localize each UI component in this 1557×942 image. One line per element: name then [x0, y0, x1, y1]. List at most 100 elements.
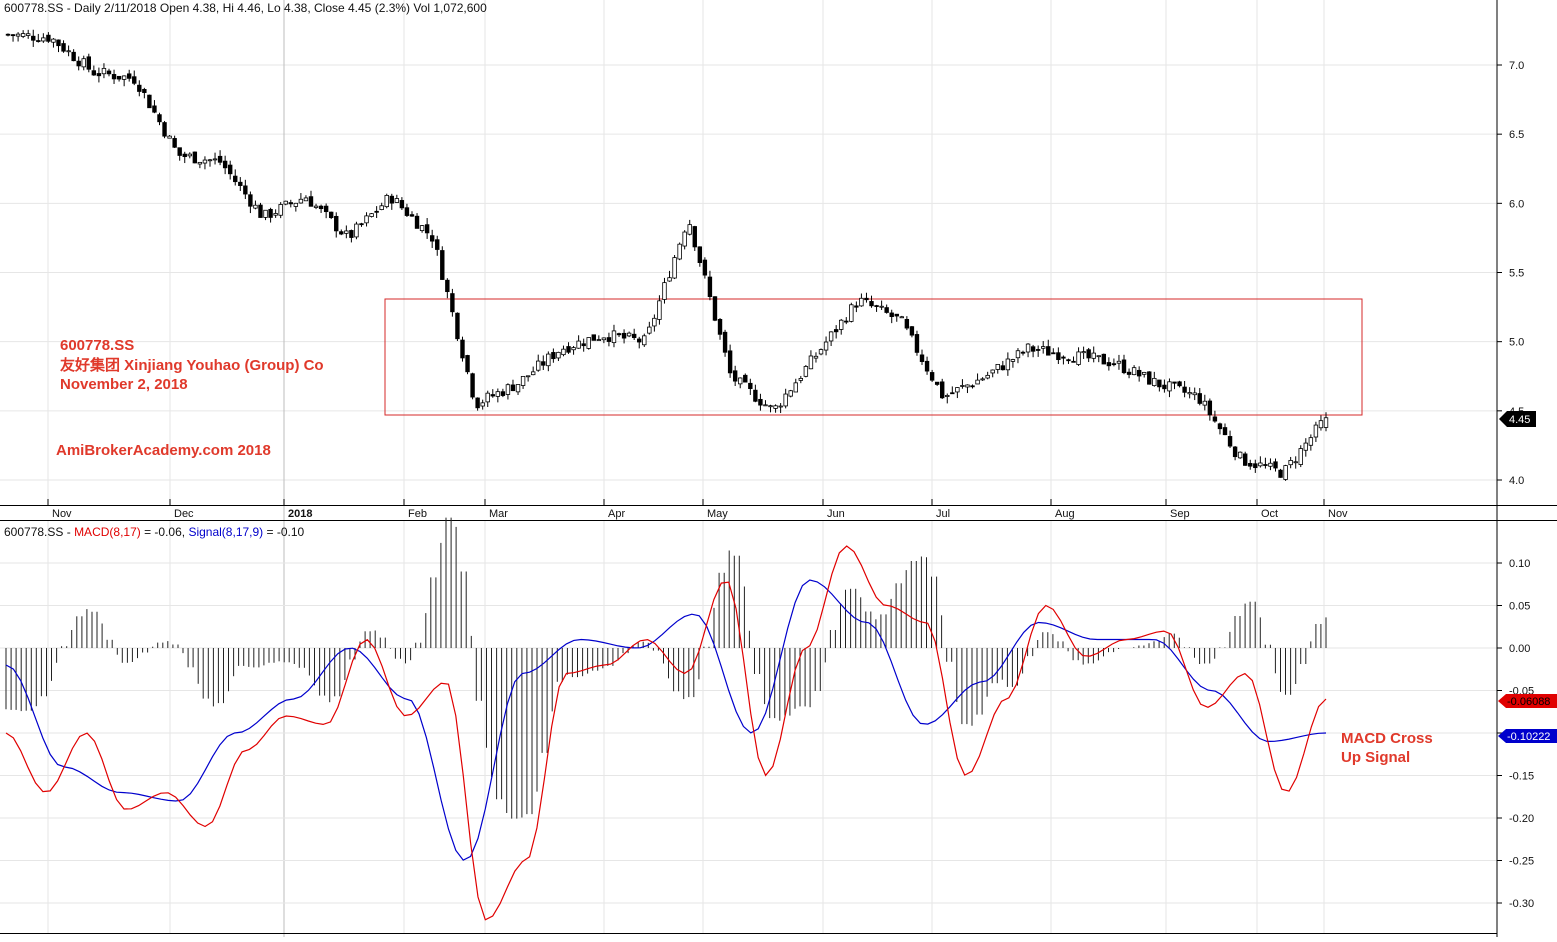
candle	[1162, 379, 1167, 393]
candle	[1096, 355, 1101, 363]
candle	[46, 32, 51, 43]
candle	[1172, 381, 1177, 390]
candle	[1041, 341, 1046, 354]
candle	[1182, 380, 1187, 398]
candle	[126, 69, 132, 82]
price-tick-label: 6.0	[1509, 198, 1524, 210]
candle	[940, 378, 945, 400]
candle	[667, 270, 672, 282]
time-tick-label: Nov	[1328, 508, 1348, 520]
candle	[1000, 360, 1006, 371]
candle	[722, 329, 728, 357]
annotation-date: November 2, 2018	[60, 376, 188, 393]
candle	[541, 355, 546, 371]
candle	[1061, 355, 1066, 365]
macd-tick-label: 0.05	[1509, 601, 1530, 613]
candle	[616, 332, 622, 338]
time-tick-label: Feb	[408, 508, 427, 520]
candle	[1030, 344, 1036, 358]
candle	[379, 202, 384, 211]
candle	[596, 335, 602, 341]
candle	[732, 365, 738, 386]
time-tick-label: Nov	[52, 508, 72, 520]
candle	[965, 384, 970, 394]
macd-line	[5, 545, 1327, 921]
candle	[1015, 348, 1021, 364]
time-tick-label: Mar	[489, 508, 508, 520]
price-tick-label: 5.5	[1509, 268, 1524, 280]
time-tick-label: May	[707, 508, 728, 520]
candle	[172, 135, 177, 149]
candle	[904, 316, 910, 331]
macd-tick-label: -0.20	[1509, 813, 1534, 825]
candle	[919, 349, 925, 365]
candle	[748, 378, 753, 395]
candle	[455, 312, 460, 341]
candle	[818, 348, 824, 356]
signal-line	[5, 579, 1327, 861]
candle	[475, 397, 480, 411]
signal-value-label: -0.10222	[1507, 731, 1550, 743]
candle	[147, 94, 152, 109]
candle	[1283, 464, 1288, 481]
candle	[1010, 358, 1016, 368]
candle	[854, 301, 859, 313]
candle	[551, 348, 556, 363]
candle	[652, 314, 657, 332]
candle	[1121, 354, 1127, 375]
candle	[384, 193, 389, 209]
candle	[753, 384, 758, 403]
candle	[1136, 366, 1142, 382]
price-tick-label: 6.5	[1509, 129, 1524, 141]
candle	[1187, 387, 1192, 399]
candle	[1020, 350, 1026, 356]
candle	[1207, 398, 1213, 421]
candle	[869, 295, 874, 308]
macd-header-signal: Signal(8,17,9)	[188, 525, 263, 539]
candle	[25, 29, 31, 39]
candle	[273, 209, 278, 218]
candle	[238, 177, 243, 192]
price-tick-label: 4.0	[1509, 475, 1524, 487]
candle	[31, 29, 36, 47]
candle	[536, 354, 541, 372]
candle	[1237, 451, 1243, 459]
candle	[844, 317, 849, 325]
candle	[768, 404, 773, 413]
candle	[601, 337, 607, 344]
candle	[207, 158, 213, 167]
candle	[1303, 438, 1309, 457]
candle	[480, 399, 485, 410]
last-price-marker: 4.45	[1499, 411, 1536, 427]
candle	[707, 270, 713, 301]
candle	[1258, 456, 1263, 468]
candle	[424, 218, 430, 239]
candle	[394, 194, 400, 203]
candle	[414, 213, 420, 229]
candle	[1192, 387, 1197, 401]
candle	[500, 388, 506, 398]
candle	[359, 222, 364, 227]
candle	[1212, 410, 1218, 423]
signal-value-marker: -0.10222	[1498, 729, 1557, 743]
candle	[515, 384, 521, 395]
time-tick-label: Oct	[1261, 508, 1278, 520]
candle	[435, 235, 440, 256]
candle	[1323, 412, 1329, 432]
candle	[263, 209, 268, 221]
candle	[995, 363, 1000, 374]
candle	[222, 155, 228, 175]
candle	[162, 120, 167, 139]
candle	[106, 68, 112, 77]
candle	[278, 202, 283, 219]
candle	[212, 152, 218, 165]
candle	[823, 336, 829, 356]
candle	[76, 56, 81, 71]
candle	[960, 379, 965, 389]
candle	[970, 384, 975, 389]
candle	[111, 69, 117, 84]
candle	[677, 242, 682, 261]
candle	[566, 342, 571, 354]
candle	[36, 33, 41, 43]
